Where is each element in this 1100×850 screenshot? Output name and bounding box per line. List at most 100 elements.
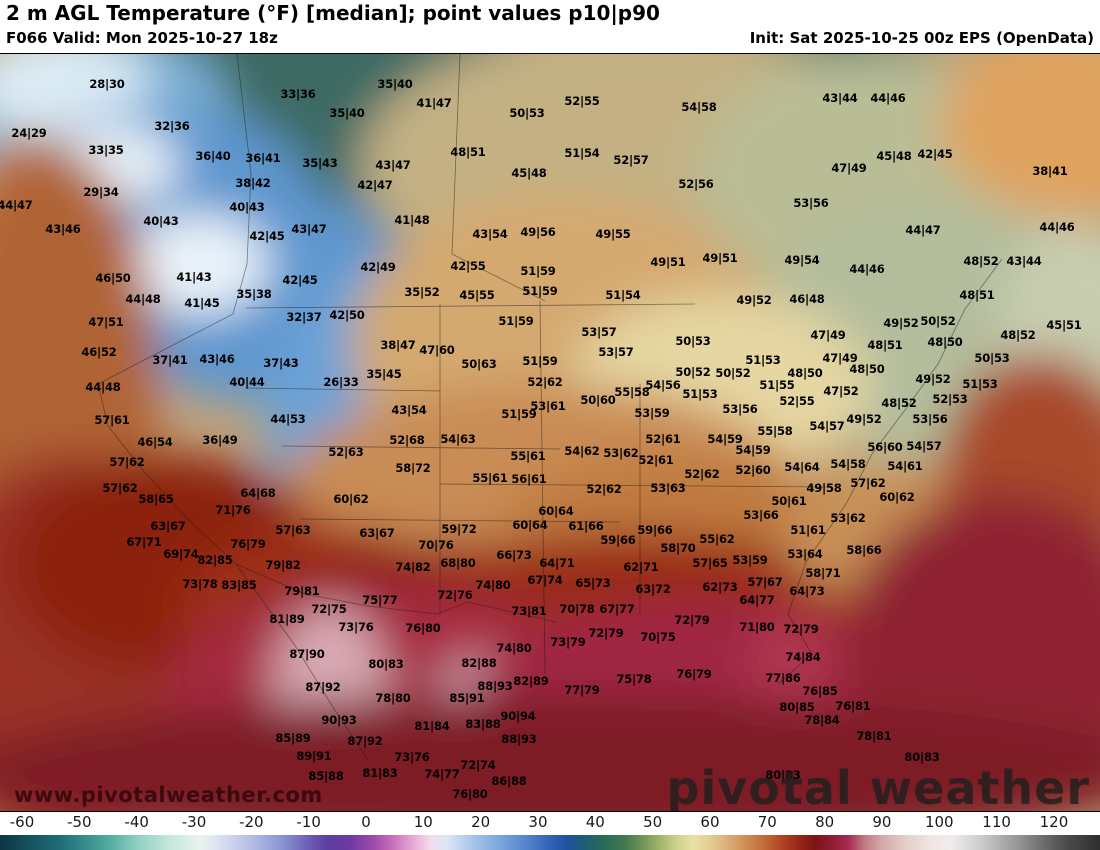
point-value: 51|59 [498,314,534,328]
point-value: 46|48 [789,292,825,306]
point-value: 50|53 [974,351,1010,365]
point-value: 35|43 [302,156,338,170]
point-value: 73|76 [338,620,374,634]
point-value: 47|52 [823,384,859,398]
point-value: 44|53 [270,412,306,426]
point-value: 74|82 [395,560,431,574]
point-value: 52|56 [678,177,714,191]
point-value: 24|29 [11,126,47,140]
point-value: 75|77 [362,593,398,607]
point-value: 51|61 [790,523,826,537]
point-value: 86|88 [491,774,527,788]
point-value: 73|78 [182,577,218,591]
point-value: 51|53 [745,353,781,367]
point-value: 81|84 [414,719,450,733]
colorbar-tick: -40 [124,813,149,831]
point-value: 49|55 [595,227,631,241]
colorbar-tick: -30 [181,813,207,831]
point-value: 87|90 [289,647,325,661]
colorbar-tick-labels: -60 -50 -40 -30 -20 -10 0 10 20 30 40 50 60 70 80 90 100… [0,812,1100,834]
point-value: 50|53 [675,334,711,348]
point-value: 49|52 [915,372,951,386]
point-value: 75|78 [616,672,652,686]
point-value: 48|52 [881,396,917,410]
point-value: 70|76 [418,538,454,552]
point-value: 42|55 [450,259,486,273]
point-value: 67|74 [527,573,563,587]
point-value: 53|56 [793,196,829,210]
point-value: 43|44 [822,91,858,105]
point-value: 32|36 [154,119,190,133]
point-value: 54|59 [735,443,771,457]
point-value: 57|62 [102,481,138,495]
point-value: 37|43 [263,356,299,370]
point-value: 41|48 [394,213,430,227]
point-value: 51|53 [962,377,998,391]
point-value: 40|43 [229,200,265,214]
point-value: 28|30 [89,77,125,91]
point-value: 67|71 [126,535,162,549]
point-value: 82|88 [461,656,497,670]
point-value: 43|47 [291,222,327,236]
point-value: 53|56 [722,402,758,416]
point-value: 51|59 [522,354,558,368]
colorbar-tick: 0 [361,813,371,831]
point-value: 44|48 [125,292,161,306]
point-value: 43|44 [1006,254,1042,268]
point-value: 52|61 [638,453,674,467]
temperature-shading [0,54,1100,811]
point-value: 35|52 [404,285,440,299]
valid-time-label: F066 Valid: Mon 2025-10-27 18z [6,29,278,47]
point-value: 42|49 [360,260,396,274]
point-value: 49|51 [702,251,738,265]
point-value: 64|71 [539,556,575,570]
point-value: 35|40 [329,106,365,120]
colorbar-tick: 120 [1039,813,1069,831]
point-value: 40|43 [143,214,179,228]
point-value: 48|52 [1000,328,1036,342]
point-value: 59|66 [637,523,673,537]
point-value: 52|60 [735,463,771,477]
point-value: 57|62 [850,476,886,490]
point-value: 80|83 [368,657,404,671]
point-value: 50|60 [580,393,616,407]
colorbar-tick: 50 [643,813,663,831]
point-value: 53|63 [650,481,686,495]
point-value: 37|41 [152,353,188,367]
point-value: 56|61 [511,472,547,486]
point-value: 60|64 [512,518,548,532]
point-value: 74|80 [475,578,511,592]
colorbar-tick: -10 [296,813,321,831]
point-value: 80|83 [904,750,940,764]
point-value: 49|52 [883,316,919,330]
point-value: 55|58 [614,385,650,399]
point-value: 73|76 [394,750,430,764]
point-value: 51|54 [605,288,641,302]
point-value: 52|62 [684,467,720,481]
point-value: 80|85 [779,700,815,714]
init-time-label: Init: Sat 2025-10-25 00z EPS (OpenData) [749,29,1094,47]
page-title: 2 m AGL Temperature (°F) [median]; point… [6,1,660,25]
point-value: 51|59 [522,284,558,298]
point-value: 76|80 [452,787,488,801]
point-value: 53|57 [581,325,617,339]
point-value: 58|66 [846,543,882,557]
point-value: 85|88 [308,769,344,783]
point-value: 35|45 [366,367,402,381]
point-value: 78|84 [804,713,840,727]
point-value: 41|47 [416,96,452,110]
point-value: 53|64 [787,547,823,561]
point-value: 49|58 [806,481,842,495]
point-value: 38|41 [1032,164,1068,178]
point-value: 83|88 [465,717,501,731]
point-value: 62|71 [623,560,659,574]
point-value: 54|57 [906,439,942,453]
point-value: 64|77 [739,593,775,607]
point-value: 50|52 [675,365,711,379]
point-value: 81|89 [269,612,305,626]
point-value: 63|67 [359,526,395,540]
point-value: 74|77 [424,767,460,781]
point-value: 53|56 [912,412,948,426]
colorbar-tick: 40 [585,813,605,831]
point-value: 50|53 [509,106,545,120]
